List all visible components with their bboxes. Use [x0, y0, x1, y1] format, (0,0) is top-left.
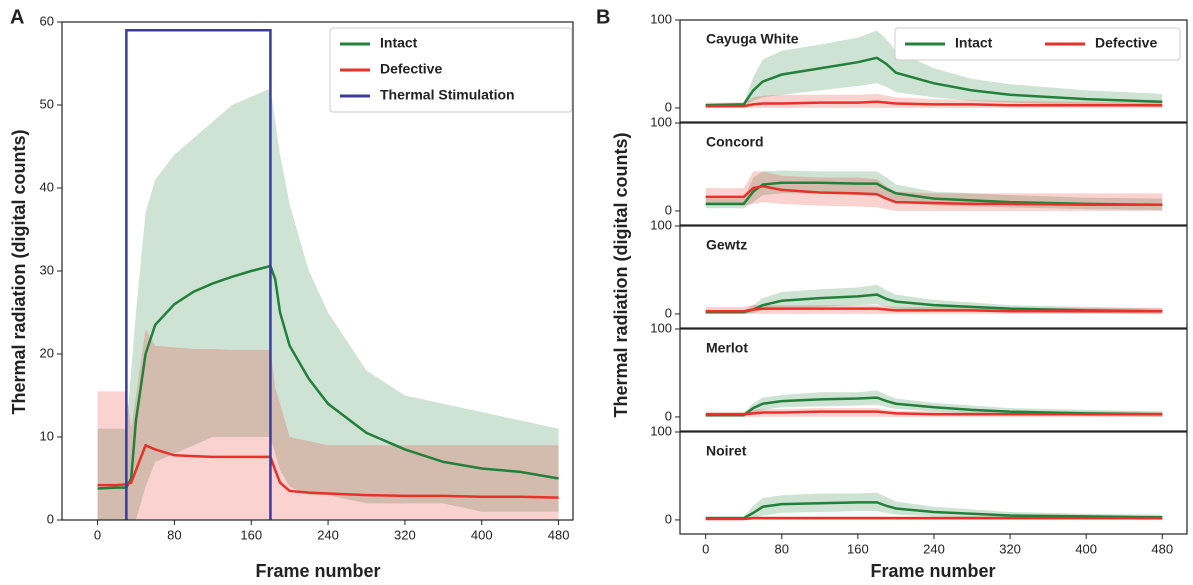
legend-box	[894, 27, 1181, 61]
panel-label: A	[10, 6, 24, 28]
band	[705, 390, 1163, 417]
legend-box	[329, 27, 573, 113]
x-tick-label: 480	[548, 527, 570, 542]
line	[705, 56, 1163, 107]
x-tick-label: 0	[94, 527, 101, 542]
x-tick-label: 0	[702, 541, 709, 556]
x-tick-label: 80	[167, 527, 181, 542]
line	[705, 185, 1163, 207]
band	[705, 492, 1163, 520]
x-tick-label: 240	[923, 541, 945, 556]
y-tick-label: 0	[665, 408, 672, 423]
y-axis-label: Thermal radiation (digital counts)	[9, 129, 29, 414]
panel-label: B	[596, 6, 610, 28]
x-tick-label: 320	[394, 527, 416, 542]
x-tick-label: 240	[317, 527, 339, 542]
y-tick-label: 40	[40, 179, 54, 194]
legend-label: Intact	[380, 35, 418, 51]
x-tick-label: 320	[999, 541, 1021, 556]
x-tick-label: 480	[1151, 541, 1173, 556]
y-axis-label: Thermal radiation (digital counts)	[611, 132, 631, 417]
line	[705, 516, 1163, 521]
y-tick-label: 0	[665, 202, 672, 217]
y-tick-label: 20	[40, 345, 54, 360]
y-tick-label: 0	[665, 99, 672, 114]
band	[705, 30, 1163, 108]
x-axis-label: Frame number	[870, 561, 995, 581]
plot-frame	[679, 122, 1188, 226]
plot-frame	[679, 225, 1188, 329]
line	[125, 29, 272, 520]
x-tick-label: 160	[847, 541, 869, 556]
y-tick-label: 0	[47, 511, 54, 526]
y-tick-label: 50	[40, 96, 54, 111]
subplot-title: Cayuga White	[706, 31, 799, 47]
line	[705, 307, 1163, 313]
legend-label: Defective	[380, 61, 442, 77]
legend-label: Thermal Stimulation	[380, 87, 515, 103]
legend-label: Intact	[955, 35, 993, 51]
x-tick-label: 80	[775, 541, 789, 556]
y-tick-label: 30	[40, 262, 54, 277]
y-tick-label: 60	[40, 13, 54, 28]
line	[705, 396, 1163, 417]
y-tick-label: 0	[665, 511, 672, 526]
y-tick-label: 100	[650, 217, 672, 232]
y-tick-label: 100	[650, 11, 672, 26]
line	[705, 410, 1163, 416]
x-axis-label: Frame number	[255, 561, 380, 581]
subplot-title: Noiret	[706, 443, 747, 459]
y-tick-label: 0	[665, 305, 672, 320]
subplot-title: Concord	[706, 134, 764, 150]
x-tick-label: 400	[471, 527, 493, 542]
band	[705, 170, 1163, 211]
y-tick-label: 100	[650, 114, 672, 129]
line	[97, 264, 559, 490]
band	[705, 171, 1163, 211]
line	[705, 100, 1163, 108]
line	[705, 501, 1163, 520]
subplot-title: Merlot	[706, 340, 748, 356]
y-tick-label: 100	[650, 423, 672, 438]
band	[97, 88, 559, 521]
plot-frame	[679, 19, 1188, 123]
line	[705, 181, 1163, 207]
line	[97, 443, 559, 499]
band	[705, 284, 1163, 314]
plot-frame	[679, 328, 1188, 432]
x-tick-label: 160	[240, 527, 262, 542]
x-tick-label: 400	[1075, 541, 1097, 556]
band	[97, 329, 559, 520]
legend-label: Defective	[1095, 35, 1157, 51]
subplot-title: Gewtz	[706, 237, 747, 253]
y-tick-label: 10	[40, 428, 54, 443]
y-tick-label: 100	[650, 320, 672, 335]
